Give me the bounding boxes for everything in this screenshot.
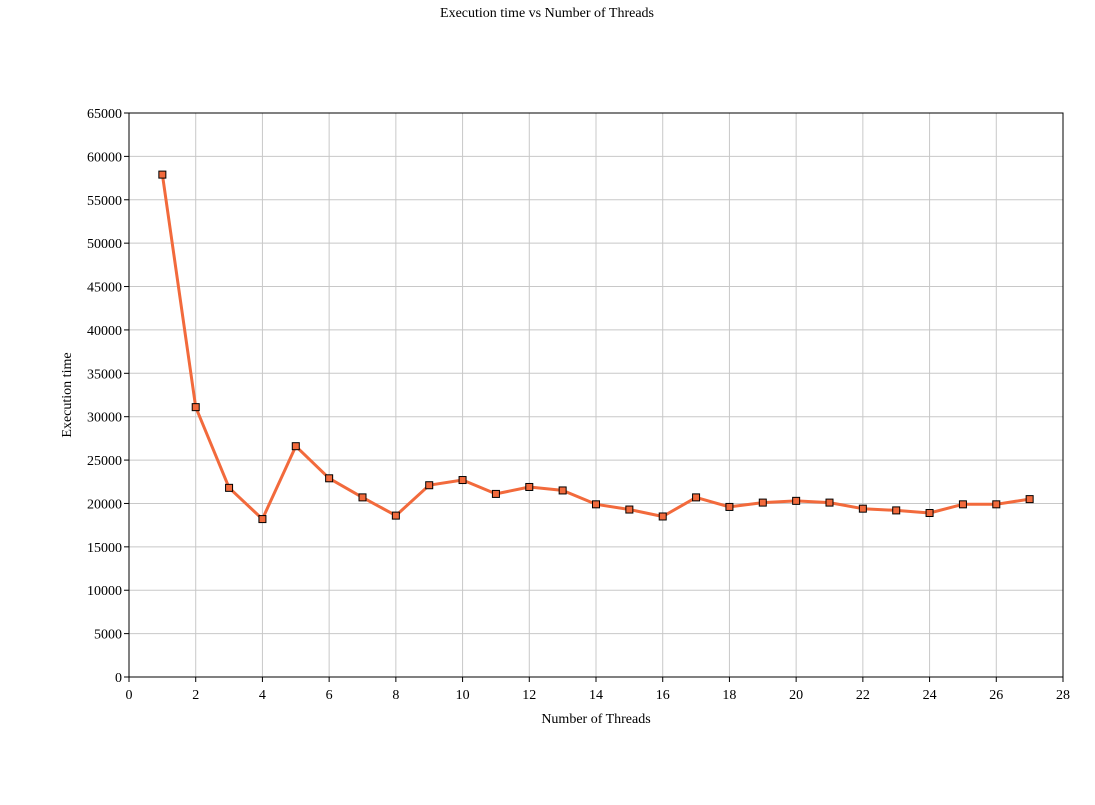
y-tick-label: 25000 — [87, 454, 122, 469]
data-point-marker — [558, 486, 567, 495]
y-tick-label: 10000 — [87, 584, 122, 599]
y-tick-label: 55000 — [87, 194, 122, 209]
data-point-marker — [391, 511, 400, 520]
data-point-marker — [692, 493, 701, 502]
data-point-marker — [458, 476, 467, 485]
data-point-marker — [958, 500, 967, 509]
data-point-marker — [425, 481, 434, 490]
x-axis: 0 2 4 6 8 10 12 14 16 18 20 22 24 26 28 — [126, 677, 1070, 703]
y-tick-label: 60000 — [87, 150, 122, 165]
data-point-marker — [858, 504, 867, 513]
y-tick-label: 15000 — [87, 541, 122, 556]
x-tick-label: 18 — [722, 688, 736, 703]
x-tick-label: 24 — [923, 688, 937, 703]
x-tick-label: 8 — [392, 688, 399, 703]
data-point-marker — [625, 505, 634, 514]
x-axis-title: Number of Threads — [541, 712, 650, 727]
gridlines — [129, 113, 1063, 677]
x-tick-label: 28 — [1056, 688, 1070, 703]
data-point-marker — [925, 509, 934, 518]
data-point-marker — [758, 498, 767, 507]
chart-title: Execution time vs Number of Threads — [440, 6, 654, 21]
x-tick-label: 26 — [989, 688, 1003, 703]
x-tick-label: 12 — [522, 688, 536, 703]
data-point-marker — [792, 496, 801, 505]
y-tick-label: 45000 — [87, 281, 122, 296]
y-tick-label: 40000 — [87, 324, 122, 339]
data-point-marker — [992, 500, 1001, 509]
x-tick-label: 14 — [589, 688, 603, 703]
data-point-marker — [525, 482, 534, 491]
data-point-marker — [158, 170, 167, 179]
data-point-marker — [358, 493, 367, 502]
data-point-marker — [1025, 495, 1034, 504]
x-tick-label: 10 — [456, 688, 470, 703]
data-point-marker — [291, 442, 300, 451]
y-tick-label: 20000 — [87, 497, 122, 512]
x-tick-label: 22 — [856, 688, 870, 703]
y-tick-label: 5000 — [94, 628, 122, 643]
y-tick-label: 35000 — [87, 367, 122, 382]
y-tick-label: 0 — [115, 671, 122, 686]
x-tick-label: 16 — [656, 688, 670, 703]
data-point-marker — [258, 515, 267, 524]
data-point-marker — [825, 498, 834, 507]
data-point-marker — [892, 506, 901, 515]
y-tick-label: 65000 — [87, 107, 122, 122]
series-layer — [158, 170, 1034, 524]
y-tick-label: 30000 — [87, 411, 122, 426]
data-point-marker — [592, 500, 600, 509]
y-axis-title: Execution time — [60, 352, 75, 437]
data-point-marker — [725, 502, 734, 511]
x-tick-label: 4 — [259, 688, 266, 703]
x-tick-label: 6 — [326, 688, 333, 703]
data-point-marker — [658, 512, 667, 521]
data-point-marker — [225, 483, 234, 492]
data-point-marker — [491, 489, 500, 498]
data-point-marker — [325, 474, 334, 483]
data-point-marker — [191, 403, 200, 412]
x-tick-label: 2 — [192, 688, 199, 703]
x-tick-label: 20 — [789, 688, 803, 703]
x-tick-label: 0 — [126, 688, 133, 703]
y-tick-label: 50000 — [87, 237, 122, 252]
y-axis: 0 5000 10000 15000 20000 25000 30000 35000 40000… — [87, 107, 129, 686]
